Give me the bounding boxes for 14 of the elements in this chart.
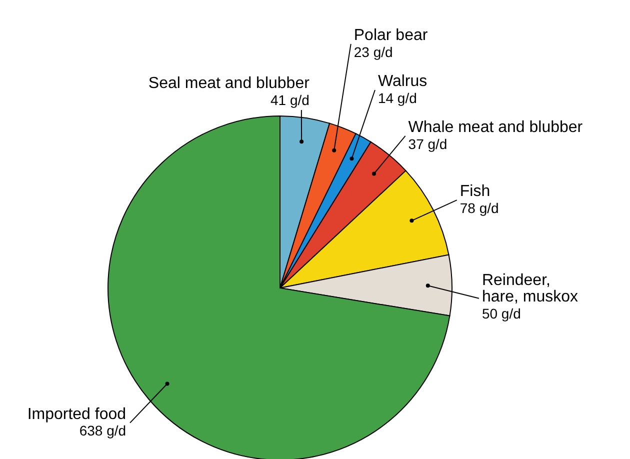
slice-label: Reindeer, hare, muskox (482, 272, 578, 306)
slice-label: Polar bear (354, 26, 428, 44)
slice-label: Whale meat and blubber (408, 118, 584, 136)
data-label: 23 g/d (354, 44, 393, 60)
slice-label: Walrus (378, 72, 428, 90)
slice-label: Imported food (27, 406, 126, 423)
slice-label: Fish (460, 183, 490, 200)
data-label: 37 g/d (408, 136, 448, 152)
data-label: 638 g/d (79, 422, 126, 439)
data-label: 14 g/d (378, 90, 417, 106)
slice-label: Seal meat and blubber (148, 75, 310, 92)
data-label: 78 g/d (460, 200, 499, 216)
data-label: 41 g/d (270, 92, 310, 108)
data-label: 50 g/d (482, 305, 521, 322)
